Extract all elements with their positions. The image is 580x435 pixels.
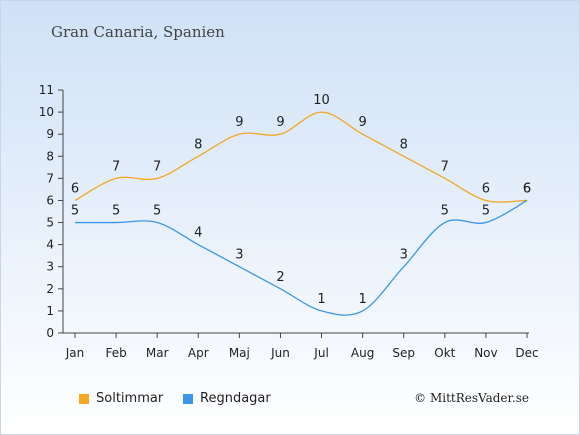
data-label-regndagar: 1 [317,292,325,307]
chart-title: Gran Canaria, Spanien [51,23,225,41]
y-tick-label: 5 [46,216,54,230]
data-label-soltimmar: 8 [400,137,408,152]
data-label-regndagar: 5 [71,204,79,219]
data-label-soltimmar: 9 [235,115,243,130]
data-label-soltimmar: 7 [153,159,161,174]
y-tick-label: 0 [46,326,54,340]
data-label-soltimmar: 8 [194,137,202,152]
x-tick-label: Mar [146,346,169,360]
legend-swatch-soltimmar [79,393,89,404]
data-label-regndagar: 3 [235,248,243,263]
series-line-regndagar [75,199,528,316]
y-tick-label: 9 [46,127,54,141]
x-tick-label: Sep [392,346,415,360]
y-tick-label: 6 [46,193,54,207]
series-line-soltimmar [74,111,528,203]
x-tick-label: Feb [105,346,126,360]
legend-label-regndagar: Regndagar [200,391,271,406]
x-tick-label: Jun [270,346,290,360]
data-label-regndagar: 5 [441,204,449,219]
x-tick-label: Apr [188,346,209,360]
data-label-regndagar: 5 [482,204,490,219]
y-tick-label: 1 [46,304,54,318]
x-tick-label: Jul [313,346,328,360]
y-tick-label: 11 [39,83,54,97]
data-label-soltimmar: 6 [523,181,531,196]
data-label-soltimmar: 6 [71,181,79,196]
y-tick-label: 7 [46,171,54,185]
y-tick-label: 8 [46,149,54,163]
data-label-regndagar: 2 [276,270,284,285]
data-label-soltimmar: 7 [441,159,449,174]
data-label-soltimmar: 7 [112,159,120,174]
y-tick-label: 3 [46,260,54,274]
data-label-regndagar: 5 [153,204,161,219]
y-tick-label: 4 [46,238,54,252]
data-label-soltimmar: 6 [482,181,490,196]
data-label-regndagar: 1 [358,292,366,307]
legend-item-regndagar: Regndagar [183,391,271,406]
legend-swatch-regndagar [183,393,193,404]
x-tick-label: Okt [434,346,455,360]
x-tick-label: Aug [351,346,374,360]
site-credit: © MittResVader.se [414,391,529,405]
data-label-soltimmar: 9 [276,115,284,130]
data-label-regndagar: 5 [112,204,120,219]
x-tick-label: Maj [229,346,250,360]
data-label-soltimmar: 9 [358,115,366,130]
x-tick-label: Dec [515,346,538,360]
x-tick-label: Nov [474,346,497,360]
x-tick-label: Jan [65,346,85,360]
data-label-regndagar: 4 [194,226,202,241]
data-label-soltimmar: 10 [313,93,330,108]
legend-item-soltimmar: Soltimmar [79,391,163,406]
legend-label-soltimmar: Soltimmar [96,391,164,406]
data-label-regndagar: 6 [523,181,531,196]
data-label-regndagar: 3 [400,248,408,263]
y-tick-label: 10 [39,105,54,119]
y-tick-label: 2 [46,282,54,296]
